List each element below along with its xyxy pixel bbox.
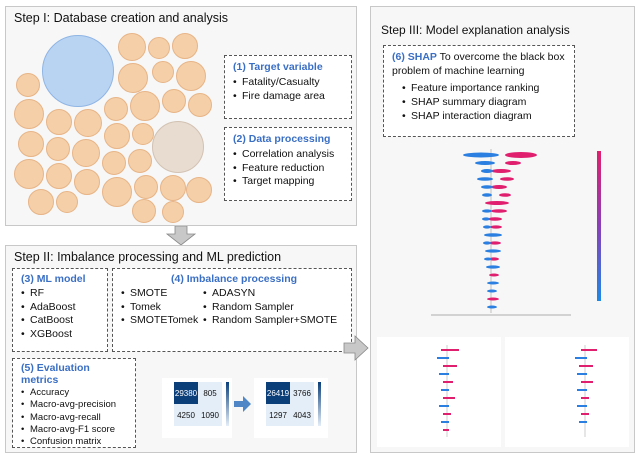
shap-heading: (6) SHAP To overcome the black box probl… <box>392 51 566 78</box>
cm-cell-tp: 4043 <box>290 404 314 426</box>
cm-cell-fp: 3766 <box>290 382 314 404</box>
cm-cell-fn: 1297 <box>266 404 290 426</box>
bubble <box>102 151 126 175</box>
eval-item: Macro-avg-precision <box>21 399 127 412</box>
ml-item: XGBoost <box>21 328 99 342</box>
data-processing-box: (2) Data processing Correlation analysis… <box>224 127 352 201</box>
cm-cell-tn: 26419 <box>266 382 290 404</box>
ml-model-title: (3) ML model <box>21 273 86 285</box>
beeswarm-rows <box>431 149 571 316</box>
down-arrow-icon <box>166 226 196 246</box>
evaluation-title: (5) Evaluation metrics <box>21 362 90 386</box>
target-variable-box: (1) Target variable Fatality/Casualty Fi… <box>224 55 352 119</box>
bubble <box>28 189 54 215</box>
cm-cell-fp: 805 <box>198 382 222 404</box>
bubble <box>132 123 154 145</box>
imbalance-item: SMOTETomek <box>121 314 203 328</box>
eval-item: Accuracy <box>21 387 127 400</box>
feature-bubble-cluster <box>14 29 214 224</box>
bubble <box>152 61 174 83</box>
shap-item: SHAP interaction diagram <box>402 110 566 124</box>
data-processing-title: (2) Data processing <box>233 133 331 145</box>
shap-item: SHAP summary diagram <box>402 96 566 110</box>
target-variable-title: (1) Target variable <box>233 61 323 73</box>
imbalance-item: SMOTE <box>121 287 203 301</box>
bubble <box>104 123 130 149</box>
cm-cell-fn: 4250 <box>174 404 198 426</box>
step2-panel: Step II: Imbalance processing and ML pre… <box>5 245 357 453</box>
bubble <box>130 91 160 121</box>
data-item: Target mapping <box>233 175 343 189</box>
bubble <box>176 61 206 91</box>
eval-item: Macro-avg-F1 score <box>21 424 127 437</box>
shap-interaction-plot-left <box>377 337 501 447</box>
shap-summary-plot <box>431 149 601 316</box>
step1-panel: Step I: Database creation and analysis <box>5 6 357 226</box>
imbalance-title: (4) Imbalance processing <box>171 273 298 285</box>
eval-item: Macro-avg-recall <box>21 412 127 425</box>
bubble <box>162 89 186 113</box>
shap-title: (6) SHAP <box>392 51 437 63</box>
shap-box: (6) SHAP To overcome the black box probl… <box>383 45 575 137</box>
cm-cell-tp: 1090 <box>198 404 222 426</box>
bubble <box>128 149 152 173</box>
bubble <box>56 191 78 213</box>
data-item: Correlation analysis <box>233 148 343 162</box>
eval-item: Confusion matrix <box>21 436 127 449</box>
ml-item: AdaBoost <box>21 301 99 315</box>
imbalance-processing-box: (4) Imbalance processing SMOTE Tomek SMO… <box>112 268 352 352</box>
target-item: Fatality/Casualty <box>233 76 343 90</box>
step3-panel: Step III: Model explanation analysis (6)… <box>370 6 635 453</box>
bubble <box>102 177 132 207</box>
ml-item: CatBoost <box>21 314 99 328</box>
colorbar <box>226 382 229 426</box>
bubble <box>14 99 44 129</box>
bubble <box>16 73 40 97</box>
colorbar <box>318 382 321 426</box>
bubble <box>14 159 44 189</box>
bubble <box>160 175 186 201</box>
bubble-primary <box>42 35 114 107</box>
bubble <box>148 37 170 59</box>
shap-item: Feature importance ranking <box>402 82 566 96</box>
ml-model-box: (3) ML model RF AdaBoost CatBoost XGBoos… <box>12 268 108 352</box>
bubble <box>18 131 44 157</box>
bubble <box>134 175 158 199</box>
target-item: Fire damage area <box>233 90 343 104</box>
bubble <box>74 169 100 195</box>
step2-title: Step II: Imbalance processing and ML pre… <box>14 250 282 264</box>
bubble <box>188 93 212 117</box>
imbalance-item: ADASYN <box>203 287 337 301</box>
bubble <box>72 139 100 167</box>
right-arrow-icon <box>343 335 369 361</box>
bubble <box>46 163 72 189</box>
bubble <box>104 97 128 121</box>
imbalance-item: Random Sampler <box>203 301 337 315</box>
data-item: Feature reduction <box>233 162 343 176</box>
confusion-matrix-after: 26419 3766 1297 4043 <box>254 378 328 438</box>
confusion-matrix-before: 29380 805 4250 1090 <box>162 378 232 438</box>
right-arrow-icon <box>234 396 251 412</box>
shap-description: To overcome the black box problem of mac… <box>392 51 565 77</box>
cm-cell-tn: 29380 <box>174 382 198 404</box>
bubble <box>172 33 198 59</box>
imbalance-item: Tomek <box>121 301 203 315</box>
bubble <box>186 177 212 203</box>
bubble <box>46 109 72 135</box>
shap-interaction-plot-right <box>505 337 629 447</box>
step1-title: Step I: Database creation and analysis <box>14 11 229 25</box>
step3-title: Step III: Model explanation analysis <box>381 23 570 37</box>
ml-item: RF <box>21 287 99 301</box>
bubble <box>118 63 148 93</box>
bubble <box>118 33 146 61</box>
evaluation-metrics-box: (5) Evaluation metrics Accuracy Macro-av… <box>12 358 136 449</box>
feature-value-colorbar <box>597 151 601 301</box>
bubble <box>162 201 184 223</box>
bubble <box>46 137 70 161</box>
bubble-secondary <box>152 121 204 173</box>
imbalance-item: Random Sampler+SMOTE <box>203 314 337 328</box>
bubble <box>132 199 156 223</box>
bubble <box>74 109 102 137</box>
